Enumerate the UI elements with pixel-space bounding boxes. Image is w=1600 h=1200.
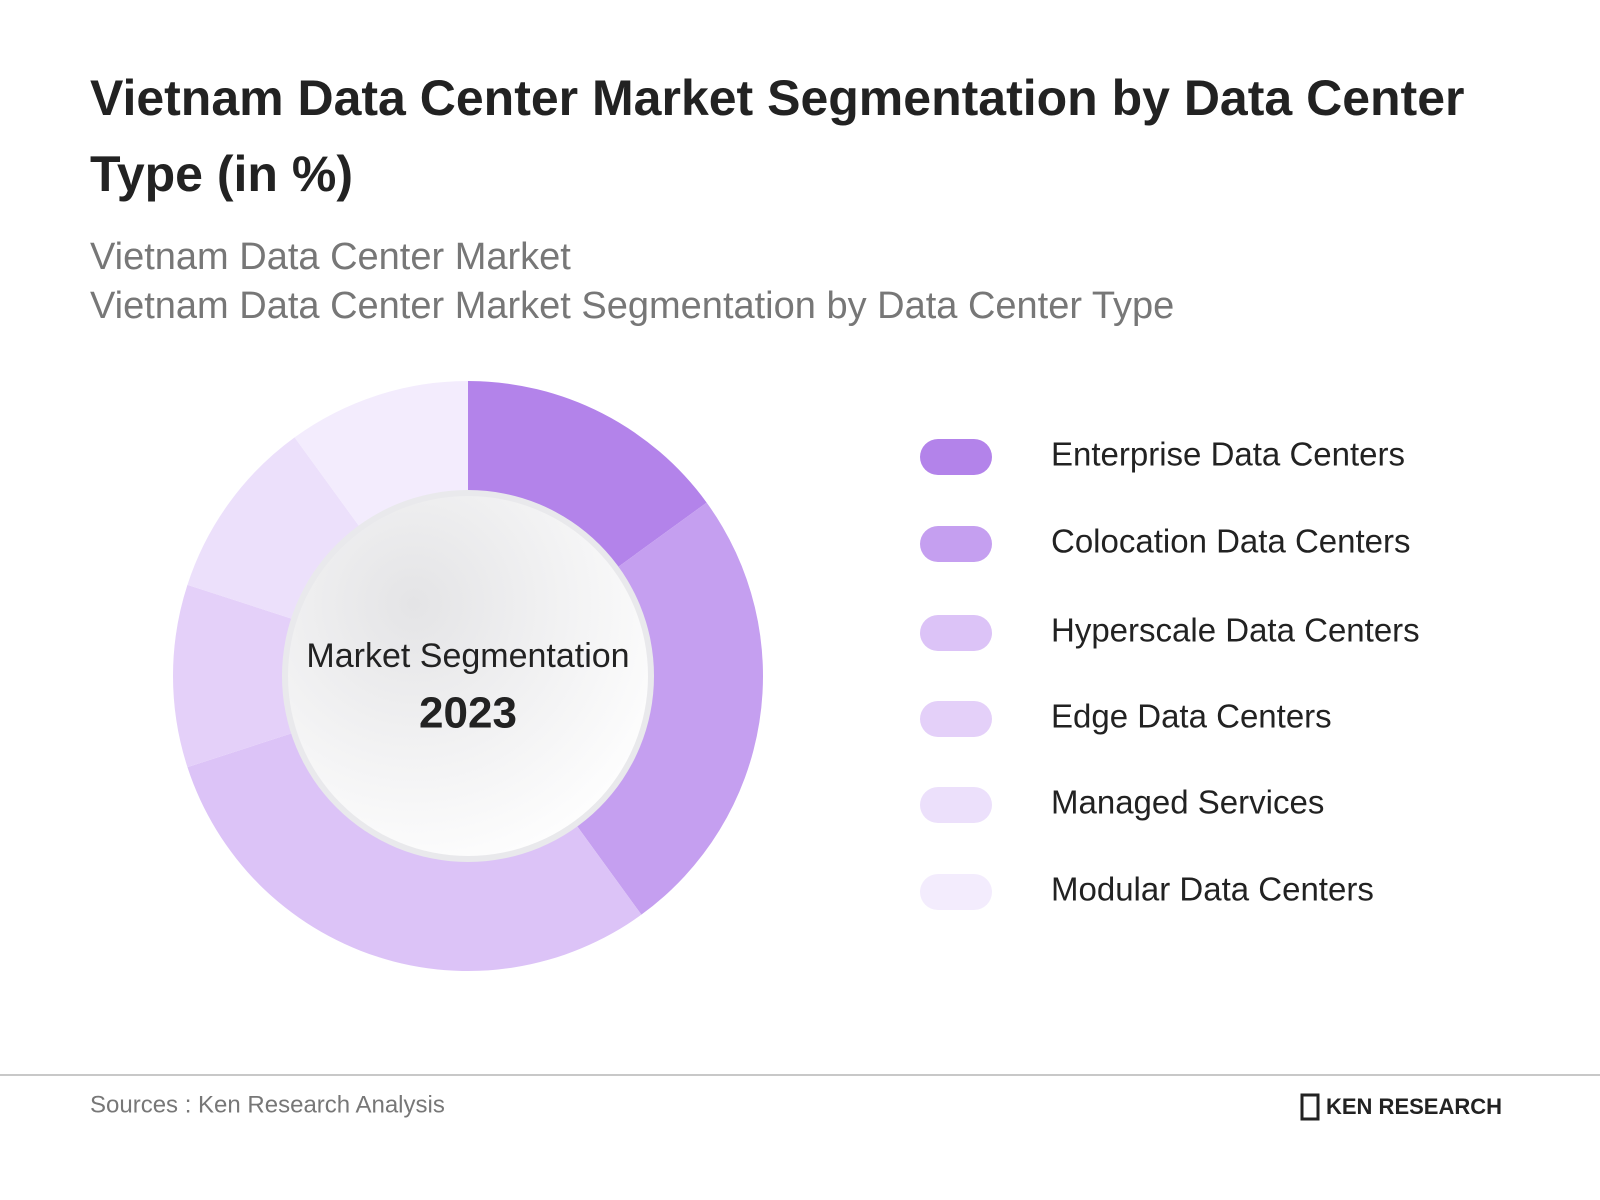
- source: Sources : Ken Research Analysis: [90, 1091, 445, 1118]
- legend-swatch: [920, 439, 992, 475]
- donut: [172, 381, 763, 972]
- logo: KEN RESEARCH: [1300, 1093, 1502, 1121]
- donut-slice: [468, 381, 707, 571]
- legend-label: Edge Data Centers: [1051, 698, 1332, 735]
- donut-slice: [294, 381, 468, 531]
- subtitle: Vietnam Data Center Market: [90, 236, 571, 278]
- center-disc: [288, 496, 648, 856]
- legend-swatch: [920, 874, 992, 910]
- legend-swatch: [920, 787, 992, 823]
- logo-text: KEN RESEARCH: [1326, 1094, 1502, 1119]
- logo-mark: [1300, 1093, 1320, 1121]
- legend-swatch: [920, 526, 992, 562]
- legend: Enterprise Data Centers Colocation Data C…: [920, 436, 1420, 910]
- legend-label: Managed Services: [1051, 784, 1324, 821]
- legend-label: Colocation Data Centers: [1051, 523, 1411, 560]
- legend-label: Hyperscale Data Centers: [1051, 612, 1420, 649]
- legend-swatch: [920, 615, 992, 651]
- legend-swatch: [920, 701, 992, 737]
- chart-title: Vietnam Data Center Market Segmentation …: [90, 70, 1464, 202]
- center-year: 2023: [419, 689, 517, 738]
- donut-slice: [573, 502, 763, 915]
- legend-label: Enterprise Data Centers: [1051, 436, 1405, 473]
- subtitle: Vietnam Data Center Market Segmentation …: [90, 285, 1174, 327]
- center-title: Market Segmentation: [306, 637, 629, 675]
- donut-slice: [172, 584, 297, 768]
- legend-label: Modular Data Centers: [1051, 871, 1374, 908]
